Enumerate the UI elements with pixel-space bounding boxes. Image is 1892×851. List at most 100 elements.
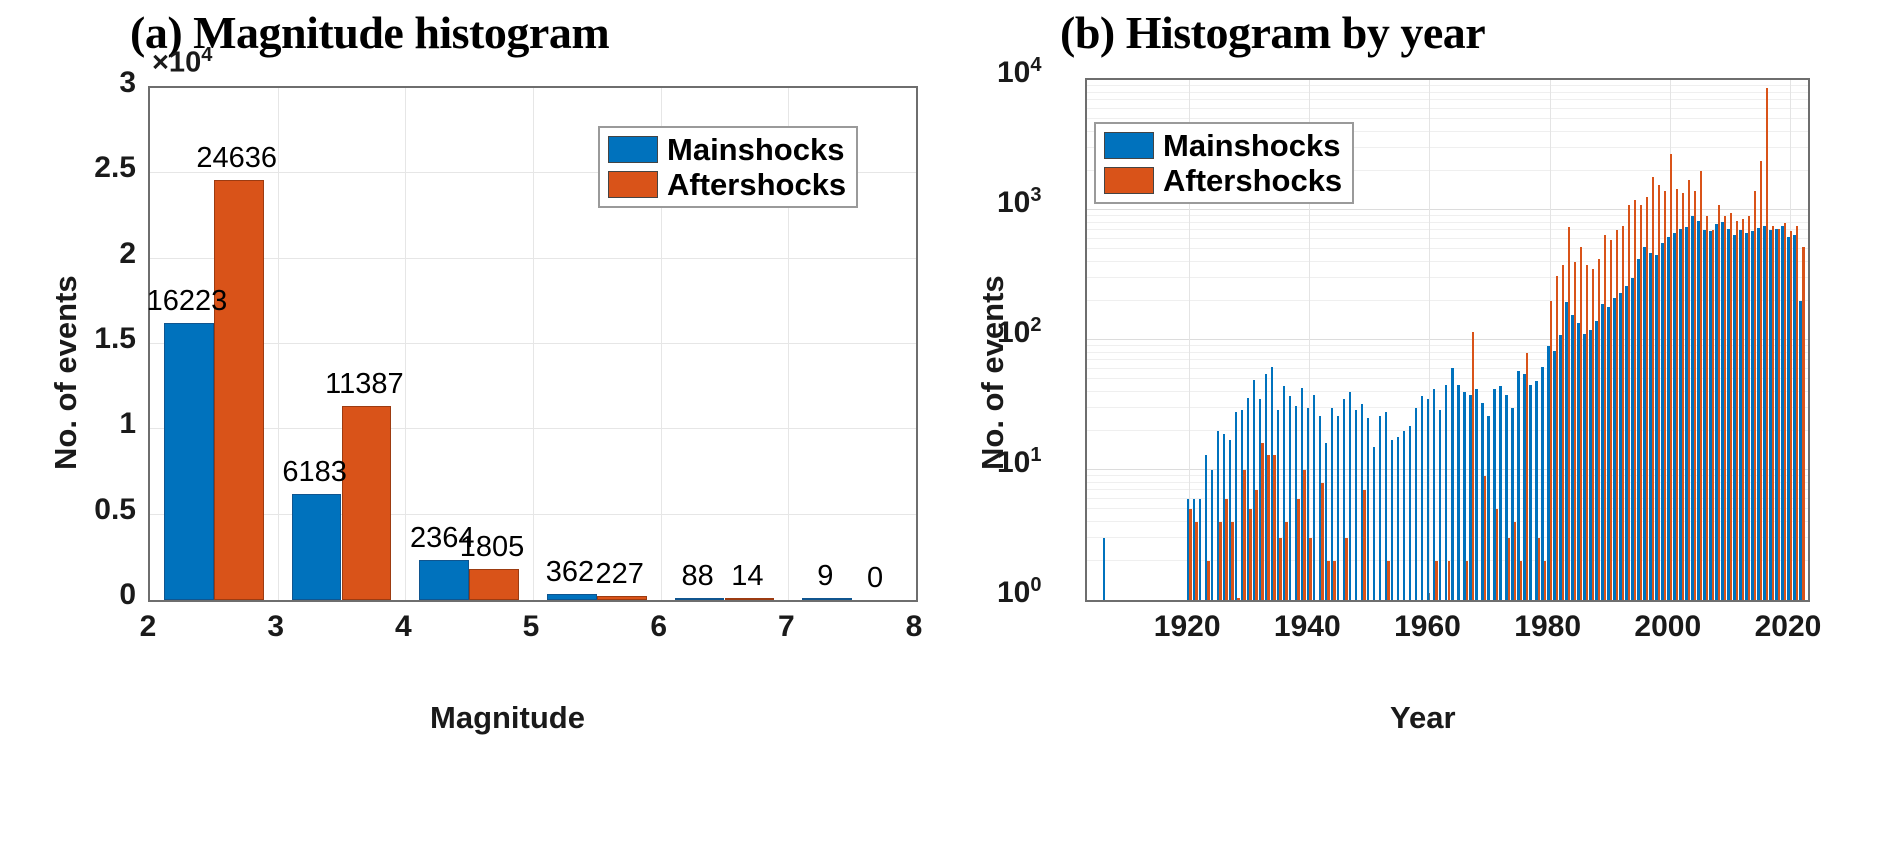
bar-aftershocks [1579, 246, 1583, 600]
y-tick-label: 2 [119, 236, 136, 270]
bar-mainshocks [1727, 228, 1730, 600]
bar-aftershocks [1681, 193, 1685, 600]
legend-item-mainshocks[interactable]: Mainshocks [1104, 130, 1342, 161]
bar-value-label: 0 [866, 562, 884, 594]
bar-value-label: 14 [731, 560, 764, 592]
bar-mainshocks [1426, 399, 1430, 600]
bar-mainshocks [1378, 416, 1382, 600]
bar-aftershocks [1699, 170, 1703, 600]
gridline-minor-horizontal [1087, 130, 1808, 132]
panel-a-gridlines [150, 88, 916, 600]
panel-a-y-exponent-power: 4 [201, 44, 213, 66]
gridline-minor-horizontal [1087, 248, 1808, 250]
bar-mainshocks [1360, 404, 1364, 600]
bar-aftershocks [1267, 455, 1270, 600]
bar-aftershocks [1243, 470, 1246, 600]
bar-mainshocks [1324, 443, 1328, 600]
bar-aftershocks [1495, 509, 1499, 600]
bar-mainshocks [1336, 416, 1340, 600]
bar-aftershocks [1603, 235, 1607, 600]
bar-mainshocks [1577, 323, 1580, 600]
x-tick-mark [1429, 593, 1431, 600]
bar-mainshocks [1523, 373, 1526, 600]
y-tick-label: 103 [997, 184, 1042, 219]
bar-aftershocks [1303, 470, 1306, 600]
bar-mainshocks [1757, 227, 1760, 600]
bar-mainshocks [1456, 385, 1460, 600]
bar-mainshocks [1222, 433, 1226, 600]
bar-mainshocks [1342, 399, 1346, 600]
gridline-minor-horizontal [1087, 84, 1808, 86]
legend-label-aftershocks: Aftershocks [1163, 163, 1343, 198]
bar-aftershocks [1285, 521, 1288, 600]
bar-mainshocks [1601, 303, 1604, 600]
bar-aftershocks [1297, 498, 1300, 600]
legend-item-aftershocks[interactable]: Aftershocks [608, 169, 846, 200]
bar-aftershocks [1309, 537, 1312, 600]
gridline-minor-horizontal [1087, 169, 1808, 171]
gridline-horizontal [150, 343, 916, 344]
bar-mainshocks [1607, 306, 1610, 600]
panel-a-x-axis-label: Magnitude [430, 700, 585, 735]
gridline-vertical [533, 88, 534, 600]
gridline-minor-horizontal [1087, 260, 1808, 262]
panel-b-plot-area [1085, 78, 1810, 602]
bar-mainshocks [802, 598, 853, 600]
panel-a-y-exponent-base: ×10 [152, 46, 202, 79]
bar-mainshocks [1366, 418, 1370, 600]
bar-mainshocks [1240, 409, 1244, 600]
bar-aftershocks [1333, 560, 1336, 600]
bar-mainshocks [1691, 215, 1694, 600]
bar-mainshocks [1372, 447, 1376, 600]
bar-aftershocks [1387, 560, 1390, 600]
bar-mainshocks [1559, 334, 1562, 600]
gridline-minor-horizontal [1087, 344, 1808, 346]
bar-mainshocks [1216, 430, 1220, 600]
legend-item-mainshocks[interactable]: Mainshocks [608, 134, 846, 165]
bar-mainshocks [1703, 230, 1706, 600]
bar-mainshocks [1715, 224, 1718, 600]
bar-aftershocks [596, 596, 647, 600]
x-tick-label: 1980 [1514, 610, 1582, 643]
bar-mainshocks [1511, 407, 1514, 600]
gridline-minor-horizontal [1087, 99, 1808, 101]
bar-mainshocks [164, 323, 214, 600]
gridline-minor-horizontal [1087, 276, 1808, 278]
bar-mainshocks [1102, 537, 1106, 600]
bar-mainshocks [1535, 381, 1538, 600]
bar-aftershocks [1255, 490, 1258, 600]
bar-aftershocks [1675, 189, 1679, 600]
bar-mainshocks [1438, 409, 1442, 600]
gridline-vertical [405, 88, 407, 600]
bar-mainshocks [1673, 233, 1676, 600]
gridline-minor-horizontal [1087, 359, 1808, 361]
bar-aftershocks [1261, 443, 1264, 600]
bar-value-label: 6183 [282, 456, 347, 489]
bar-aftershocks [1663, 191, 1667, 600]
bar-aftershocks [1561, 264, 1565, 600]
bar-aftershocks [1747, 215, 1751, 600]
gridline-minor-horizontal [1087, 367, 1808, 369]
bar-mainshocks [1787, 237, 1790, 600]
bar-aftershocks [1687, 180, 1691, 600]
bar-value-label: 24636 [196, 141, 278, 174]
bar-mainshocks [1595, 321, 1598, 600]
bar-mainshocks [1354, 409, 1358, 600]
bar-aftershocks [1273, 455, 1276, 600]
bar-mainshocks [1463, 391, 1466, 600]
bar-mainshocks [1571, 315, 1574, 600]
bar-aftershocks [1801, 246, 1805, 600]
gridline-major-horizontal [1087, 339, 1808, 340]
x-tick-label: 6 [650, 610, 667, 643]
bar-aftershocks [1327, 560, 1330, 600]
bar-aftershocks [1597, 258, 1601, 600]
bar-mainshocks [1751, 230, 1754, 600]
bar-mainshocks [1396, 436, 1400, 600]
legend-item-aftershocks[interactable]: Aftershocks [1104, 165, 1342, 196]
y-tick-label: 101 [997, 444, 1042, 479]
y-tick-label: 3 [119, 66, 136, 99]
bar-mainshocks [1721, 221, 1724, 600]
bar-aftershocks [1609, 239, 1613, 600]
legend-label-aftershocks: Aftershocks [667, 167, 847, 202]
